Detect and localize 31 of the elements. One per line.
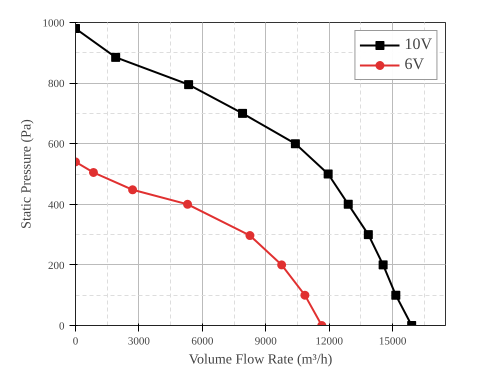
point: [128, 185, 138, 194]
point: [88, 168, 98, 177]
x-tick-label: 15000: [378, 336, 407, 348]
y-tick-label: 400: [48, 199, 65, 212]
point: [277, 260, 286, 270]
point: [378, 260, 388, 270]
y-tick-label: 600: [48, 138, 65, 151]
y-axis-title: Static Pressure (Pa): [20, 118, 34, 229]
y-tick-label: 200: [48, 260, 65, 272]
x-tick-label: 3000: [128, 336, 150, 348]
point: [300, 290, 310, 300]
point: [344, 200, 353, 209]
x-tick-label: 0: [72, 336, 79, 348]
y-tick-label: 0: [59, 320, 65, 332]
x-tick-label: 9000: [254, 336, 278, 348]
x-tick-label: 12000: [315, 336, 344, 348]
point: [391, 290, 400, 300]
legend-label: 10V: [404, 36, 432, 54]
point: [245, 231, 254, 240]
point: [290, 139, 300, 148]
legend-label: 6V: [404, 56, 424, 74]
point: [238, 108, 248, 118]
point: [184, 80, 194, 90]
point: [324, 170, 333, 178]
y-tick-label: 800: [48, 78, 65, 90]
y-tick-label: 1000: [42, 18, 65, 30]
point: [183, 200, 192, 209]
x-tick-label: 6000: [191, 336, 214, 348]
point: [364, 230, 373, 240]
point: [111, 52, 120, 62]
x-axis-title: Volume Flow Rate (m³/h): [188, 352, 333, 368]
